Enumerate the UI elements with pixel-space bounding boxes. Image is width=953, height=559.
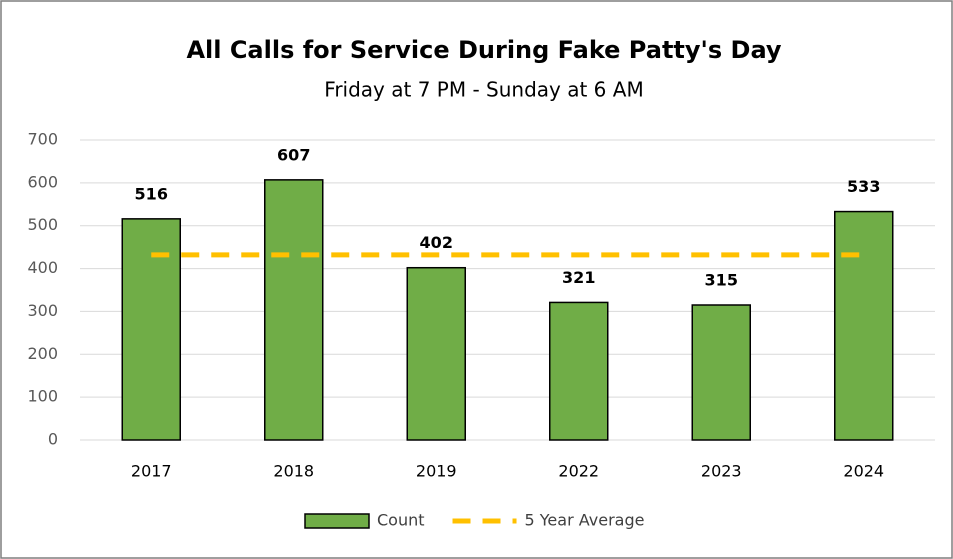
bar [121, 218, 181, 441]
y-tick-label: 600 [27, 172, 58, 191]
y-tick-label: 500 [27, 215, 58, 234]
y-tick-label: 700 [27, 130, 58, 149]
data-label: 607 [277, 145, 310, 164]
y-tick-label: 100 [27, 387, 58, 406]
bar [549, 301, 609, 441]
data-label: 533 [847, 177, 880, 196]
data-label: 516 [135, 184, 168, 203]
x-tick-label: 2023 [701, 462, 742, 481]
y-tick-label: 200 [27, 344, 58, 363]
legend-label: Count [377, 511, 425, 530]
x-tick-label: 2018 [273, 462, 314, 481]
bar [691, 304, 751, 441]
legend-swatch [304, 513, 370, 529]
x-tick-label: 2019 [416, 462, 457, 481]
bar [264, 179, 324, 441]
data-label: 315 [705, 271, 738, 290]
y-tick-label: 300 [27, 301, 58, 320]
data-label: 402 [420, 233, 453, 252]
bar [406, 266, 466, 441]
y-tick-label: 400 [27, 258, 58, 277]
y-tick-label: 0 [48, 430, 58, 449]
chart-title: All Calls for Service During Fake Patty'… [186, 36, 781, 64]
x-tick-label: 2024 [843, 462, 884, 481]
x-tick-label: 2017 [131, 462, 172, 481]
bar [834, 210, 894, 441]
chart-subtitle: Friday at 7 PM - Sunday at 6 AM [324, 78, 643, 102]
legend-label: 5 Year Average [525, 511, 645, 530]
data-label: 321 [562, 268, 595, 287]
x-tick-label: 2022 [558, 462, 599, 481]
